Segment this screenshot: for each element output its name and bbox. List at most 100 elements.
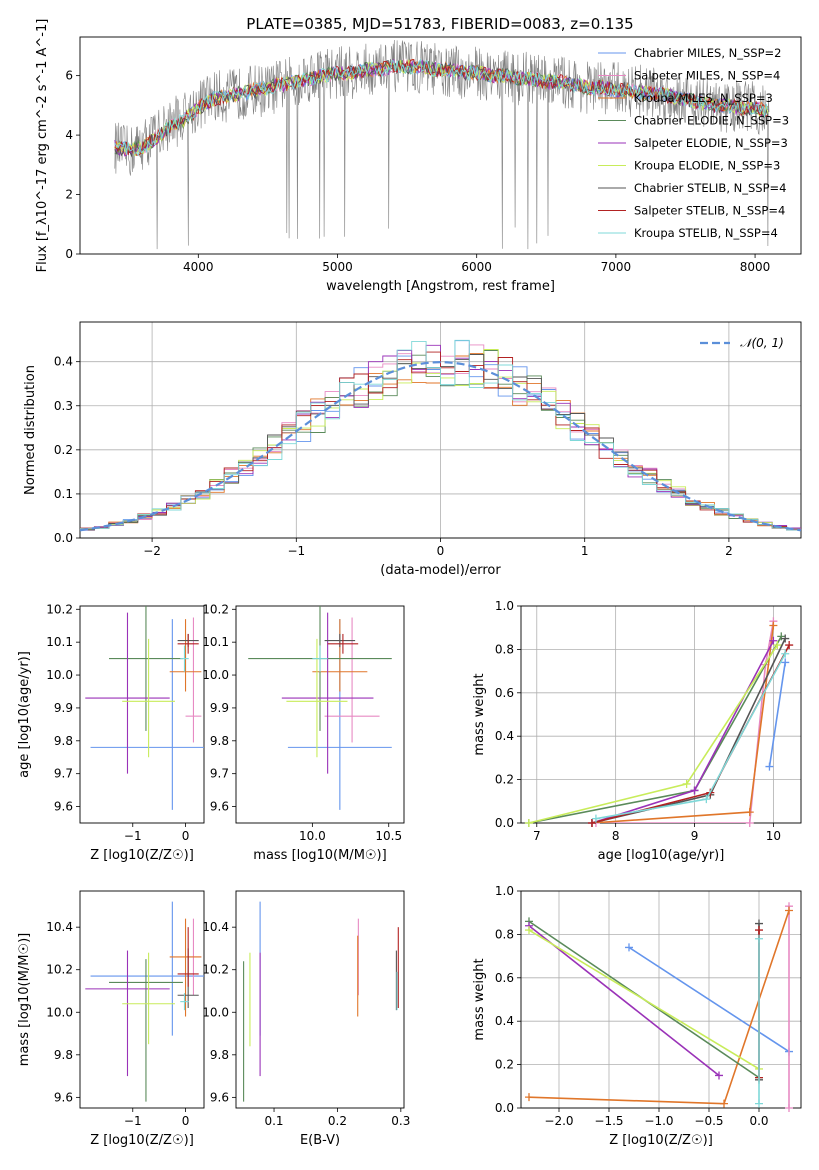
y-tick-label: 9.6 bbox=[54, 1090, 73, 1104]
y-axis-label: Flux [f_λ10^-17 erg cm^-2 s^-1 A^-1] bbox=[35, 19, 50, 273]
x-tick-label: 0.2 bbox=[328, 1114, 347, 1128]
point-salpeter_elodie bbox=[715, 1071, 723, 1080]
y-tick-label: 0.0 bbox=[54, 531, 73, 545]
x-tick-label: 10 bbox=[766, 829, 781, 843]
x-axis-label: Z [log10(Z/Z☉)] bbox=[90, 848, 194, 863]
axes-frame bbox=[79, 605, 205, 824]
x-tick-label: −1 bbox=[124, 829, 142, 843]
y-tick-label: 10.0 bbox=[46, 668, 73, 682]
x-tick-label: 9 bbox=[691, 829, 699, 843]
y-tick-label: 9.6 bbox=[54, 800, 73, 814]
y-tick-label: 9.9 bbox=[54, 701, 73, 715]
y-tick-label: 10.2 bbox=[46, 602, 73, 616]
point-salpeter_elodie bbox=[690, 786, 699, 795]
point-chabrier_miles bbox=[625, 943, 633, 952]
y-tick-label: 4 bbox=[65, 128, 73, 142]
y-tick-label: 2 bbox=[65, 188, 73, 202]
y-axis-label: Normed distribution bbox=[23, 365, 38, 495]
legend-label: Kroupa STELIB, N_SSP=4 bbox=[634, 226, 778, 240]
x-tick-label: −2.0 bbox=[544, 1114, 573, 1128]
x-axis-label: E(B-V) bbox=[300, 1133, 340, 1148]
y-tick-label: 0.2 bbox=[54, 443, 73, 457]
y-tick-label: 0.4 bbox=[495, 1014, 514, 1028]
x-tick-label: 6000 bbox=[461, 260, 492, 274]
x-tick-label: −1.0 bbox=[644, 1114, 673, 1128]
y-tick-label: 0.2 bbox=[495, 773, 514, 787]
point-salpeter_elodie bbox=[769, 636, 778, 645]
y-tick-label: 0.2 bbox=[495, 1058, 514, 1072]
y-tick-label: 10.4 bbox=[202, 920, 229, 934]
y-tick-label: 0.1 bbox=[54, 487, 73, 501]
point-chabrier_miles bbox=[765, 762, 774, 771]
point-kroupa_stelib bbox=[702, 795, 711, 804]
y-tick-label: 9.6 bbox=[210, 800, 229, 814]
y-tick-label: 9.8 bbox=[54, 734, 73, 748]
legend-label: Kroupa MILES, N_SSP=3 bbox=[634, 91, 773, 105]
point-salpeter_miles bbox=[745, 819, 754, 827]
x-tick-label: 10.0 bbox=[299, 829, 326, 843]
y-tick-label: 9.8 bbox=[210, 734, 229, 748]
point-kroupa_elodie bbox=[524, 819, 533, 827]
axes-frame bbox=[235, 890, 405, 1109]
legend-label: Salpeter STELIB, N_SSP=4 bbox=[634, 204, 785, 218]
x-axis-label: Z [log10(Z/Z☉)] bbox=[609, 1133, 713, 1148]
legend-label: Kroupa ELODIE, N_SSP=3 bbox=[634, 159, 780, 173]
x-tick-label: 10.5 bbox=[375, 829, 402, 843]
point-kroupa_miles bbox=[785, 906, 793, 915]
y-tick-label: 10.2 bbox=[46, 963, 73, 977]
x-tick-label: −2 bbox=[143, 544, 161, 558]
y-tick-label: 9.8 bbox=[210, 1048, 229, 1062]
y-tick-label: 0.6 bbox=[495, 686, 514, 700]
point-kroupa_miles bbox=[745, 808, 754, 817]
legend-label: Chabrier MILES, N_SSP=2 bbox=[634, 46, 781, 60]
point-salpeter_stelib bbox=[755, 926, 763, 935]
y-tick-label: 0.6 bbox=[495, 971, 514, 985]
y-tick-label: 10.4 bbox=[46, 920, 73, 934]
y-tick-label: 6 bbox=[65, 69, 73, 83]
y-tick-label: 10.0 bbox=[202, 1005, 229, 1019]
y-tick-label: 0.8 bbox=[495, 927, 514, 941]
x-tick-label: 8000 bbox=[740, 260, 771, 274]
point-kroupa_stelib bbox=[591, 814, 600, 823]
y-tick-label: 9.6 bbox=[210, 1090, 229, 1104]
y-tick-label: 1.0 bbox=[495, 884, 514, 898]
series-line-kroupa_elodie bbox=[528, 929, 760, 1070]
histogram-kroupa_stelib bbox=[80, 339, 801, 531]
x-tick-label: 0.3 bbox=[391, 1114, 410, 1128]
x-axis-label: age [log10(age/yr)] bbox=[598, 848, 725, 863]
point-kroupa_miles bbox=[525, 1093, 533, 1102]
y-axis-label: age [log10(age/yr)] bbox=[17, 651, 32, 778]
y-tick-label: 10.2 bbox=[202, 602, 229, 616]
y-tick-label: 9.8 bbox=[54, 1048, 73, 1062]
y-tick-label: 0 bbox=[65, 247, 73, 261]
point-kroupa_miles bbox=[720, 1099, 728, 1108]
x-tick-label: 0.0 bbox=[749, 1114, 768, 1128]
x-tick-label: −1 bbox=[124, 1114, 142, 1128]
y-tick-label: 1.0 bbox=[495, 599, 514, 613]
point-kroupa_stelib bbox=[755, 1099, 763, 1108]
x-tick-label: 7000 bbox=[601, 260, 632, 274]
legend-label: 𝒩(0, 1) bbox=[740, 336, 784, 350]
point-chabrier_stelib bbox=[781, 634, 790, 643]
series-line-chabrier_miles bbox=[768, 662, 786, 767]
legend-label: Chabrier ELODIE, N_SSP=3 bbox=[634, 114, 789, 128]
x-tick-label: 7 bbox=[533, 829, 541, 843]
x-axis-label: mass [log10(M/M☉)] bbox=[253, 848, 386, 863]
x-tick-label: 8 bbox=[612, 829, 620, 843]
x-tick-label: 2 bbox=[725, 544, 733, 558]
point-kroupa_elodie bbox=[682, 779, 691, 788]
point-kroupa_miles bbox=[769, 621, 778, 630]
y-tick-label: 0.4 bbox=[495, 729, 514, 743]
y-tick-label: 10.1 bbox=[202, 635, 229, 649]
x-tick-label: 0 bbox=[437, 544, 445, 558]
point-kroupa_elodie bbox=[525, 926, 533, 935]
y-axis-label: mass weight bbox=[472, 958, 487, 1040]
series-line-salpeter_elodie bbox=[591, 640, 775, 823]
x-tick-label: 0 bbox=[182, 1114, 190, 1128]
y-tick-label: 0.0 bbox=[495, 816, 514, 830]
axes-frame bbox=[79, 36, 802, 255]
point-salpeter_stelib bbox=[587, 819, 596, 827]
point-kroupa_stelib bbox=[755, 934, 763, 943]
point-salpeter_miles bbox=[785, 1104, 793, 1112]
